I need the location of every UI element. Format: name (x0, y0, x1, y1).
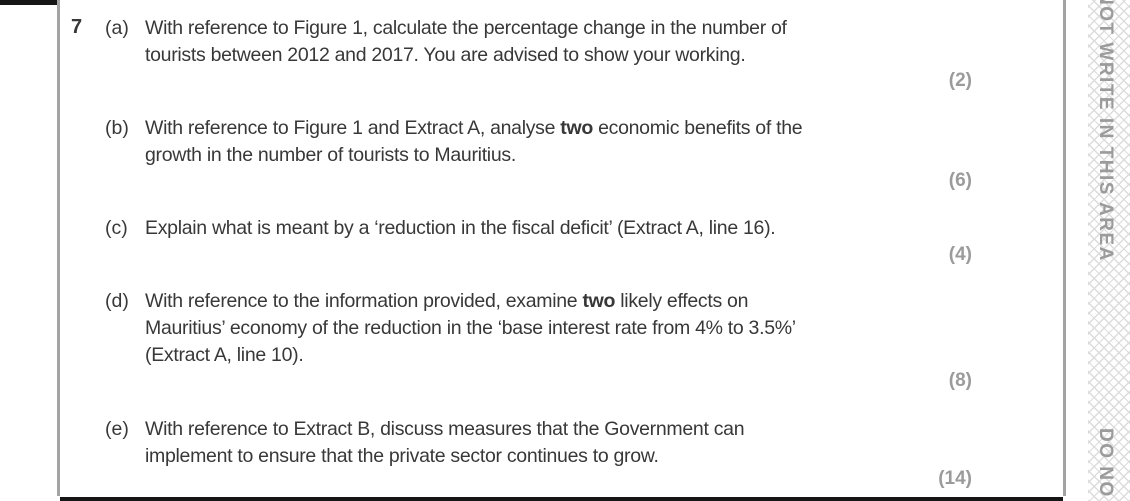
right-margin-rule (1063, 0, 1066, 496)
part-b-marks: (6) (948, 170, 972, 191)
part-d-marks: (8) (948, 370, 972, 391)
do-not-write-text-bottom: DO NO (1095, 428, 1116, 498)
part-e-marks: (14) (938, 468, 972, 489)
part-b-line-1-bold: two (560, 117, 593, 139)
part-d-line-3: (Extract A, line 10). (145, 344, 304, 366)
part-c-line-1: Explain what is meant by a ‘reduction in… (145, 217, 776, 239)
bottom-registration-bar (60, 497, 1063, 501)
part-b-line-1-post: economic benefits of the (592, 117, 803, 139)
part-d-line-2: Mauritius’ economy of the reduction in t… (145, 317, 796, 339)
part-e-line-1: With reference to Extract B, discuss mea… (145, 418, 745, 440)
do-not-write-text-top: NOT WRITE IN THIS AREA (1095, 0, 1116, 262)
left-margin-rule (57, 0, 60, 496)
part-c-label: (c) (105, 217, 128, 239)
do-not-write-strip (1088, 0, 1130, 501)
part-e-line-2: implement to ensure that the private sec… (145, 445, 659, 467)
question-number: 7 (71, 16, 83, 38)
part-d-line-1-pre: With reference to the information provid… (145, 290, 583, 312)
part-d-line-1-post: likely effects on (615, 290, 749, 312)
part-b-label: (b) (105, 117, 129, 139)
part-b-line-2: growth in the number of tourists to Maur… (145, 144, 516, 166)
part-b-line-1: With reference to Figure 1 and Extract A… (145, 117, 803, 140)
part-d-label: (d) (105, 290, 129, 312)
part-e-label: (e) (105, 418, 129, 440)
part-d-line-1: With reference to the information provid… (145, 290, 748, 313)
part-a-label: (a) (105, 17, 129, 39)
part-a-marks: (2) (948, 70, 972, 91)
part-d-line-1-bold: two (582, 290, 616, 312)
part-a-line-1: With reference to Figure 1, calculate th… (145, 17, 787, 39)
part-a-line-2: tourists between 2012 and 2017. You are … (145, 44, 746, 66)
part-b-line-1-pre: With reference to Figure 1 and Extract A… (145, 117, 561, 139)
part-c-marks: (4) (948, 244, 972, 265)
top-registration-bar (0, 0, 57, 5)
